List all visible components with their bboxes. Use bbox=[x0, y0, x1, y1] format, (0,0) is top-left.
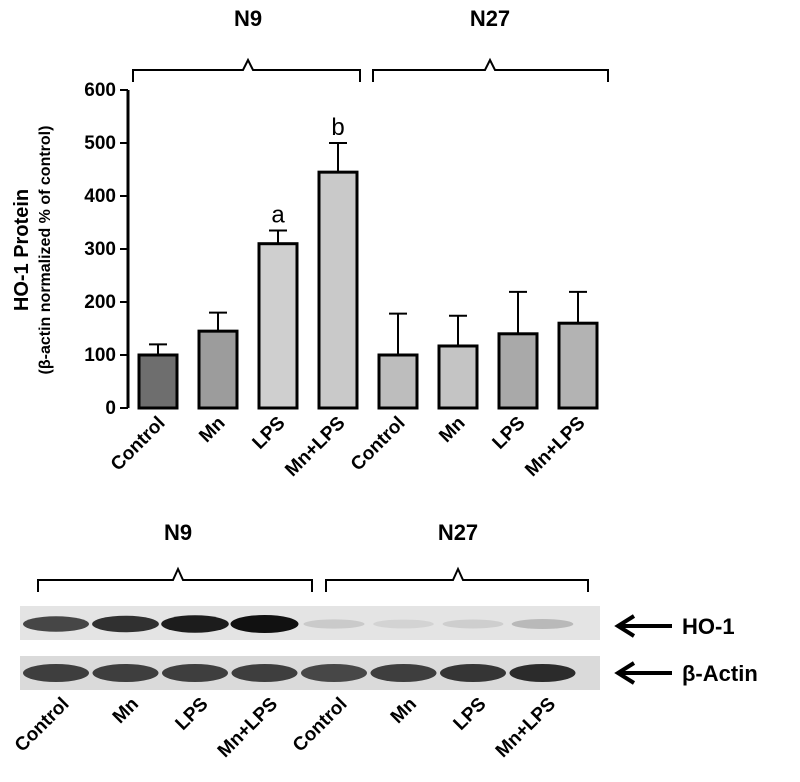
x-tick-label: Mn bbox=[435, 413, 469, 447]
lane-label: Control bbox=[11, 694, 74, 757]
blot-band bbox=[23, 616, 89, 632]
blot-band bbox=[92, 664, 159, 682]
blot-group-label: N9 bbox=[164, 520, 192, 545]
x-tick-label: LPS bbox=[489, 413, 530, 454]
blot-band bbox=[92, 615, 159, 633]
blot-band bbox=[230, 615, 299, 633]
bar bbox=[497, 332, 539, 410]
lane-label: LPS bbox=[172, 694, 213, 735]
y-tick-label: 400 bbox=[84, 186, 116, 207]
lane-label: Mn+LPS bbox=[492, 694, 560, 762]
y-axis-sublabel: (β-actin normalized % of control) bbox=[37, 126, 54, 375]
bar bbox=[317, 170, 359, 410]
x-tick-label: Control bbox=[107, 413, 170, 476]
blot-band bbox=[301, 664, 367, 682]
arrow bbox=[614, 614, 672, 638]
blot-band bbox=[442, 619, 504, 629]
lane-label: Mn+LPS bbox=[214, 694, 282, 762]
blot-group-label: N27 bbox=[438, 520, 478, 545]
x-tick-label: Mn+LPS bbox=[281, 413, 349, 481]
blot-band bbox=[440, 664, 506, 682]
group-label: N27 bbox=[470, 6, 510, 31]
blot-bracket bbox=[37, 566, 313, 592]
x-tick-label: LPS bbox=[249, 413, 290, 454]
blot-band bbox=[231, 664, 298, 682]
y-tick-label: 200 bbox=[84, 292, 116, 313]
bar bbox=[257, 242, 299, 410]
blot-band bbox=[370, 664, 437, 682]
y-tick-label: 600 bbox=[84, 80, 116, 101]
group-bracket bbox=[132, 57, 361, 82]
blot-band bbox=[162, 664, 228, 682]
x-tick-label: Mn bbox=[195, 413, 229, 447]
bar bbox=[377, 353, 419, 410]
blot-band bbox=[511, 619, 574, 629]
group-label: N9 bbox=[234, 6, 262, 31]
lane-label: Mn bbox=[387, 694, 421, 728]
bar bbox=[197, 329, 239, 410]
blot-bracket bbox=[325, 566, 589, 592]
arrow bbox=[614, 661, 672, 685]
y-tick-label: 100 bbox=[84, 345, 116, 366]
bar-label: a bbox=[271, 201, 285, 228]
blot-band bbox=[509, 664, 576, 682]
x-tick-label: Control bbox=[347, 413, 410, 476]
bar bbox=[437, 344, 479, 410]
bar-label: b bbox=[331, 114, 344, 141]
blot-band bbox=[23, 664, 89, 682]
x-tick-label: Mn+LPS bbox=[521, 413, 589, 481]
lane-label: Control bbox=[289, 694, 352, 757]
blot-band bbox=[373, 619, 434, 629]
band-label: β-Actin bbox=[682, 661, 758, 686]
blot-band bbox=[161, 615, 229, 633]
y-axis-label: HO-1 Protein bbox=[11, 189, 33, 311]
lane-label: LPS bbox=[450, 694, 491, 735]
band-label: HO-1 bbox=[682, 614, 735, 639]
lane-label: Mn bbox=[109, 694, 143, 728]
y-tick-label: 0 bbox=[105, 398, 116, 419]
bar bbox=[137, 353, 179, 410]
bands bbox=[23, 615, 576, 682]
blot-band bbox=[303, 619, 365, 629]
y-tick-label: 300 bbox=[84, 239, 116, 260]
bar bbox=[557, 321, 599, 410]
y-tick-label: 500 bbox=[84, 133, 116, 154]
group-bracket bbox=[372, 57, 609, 82]
